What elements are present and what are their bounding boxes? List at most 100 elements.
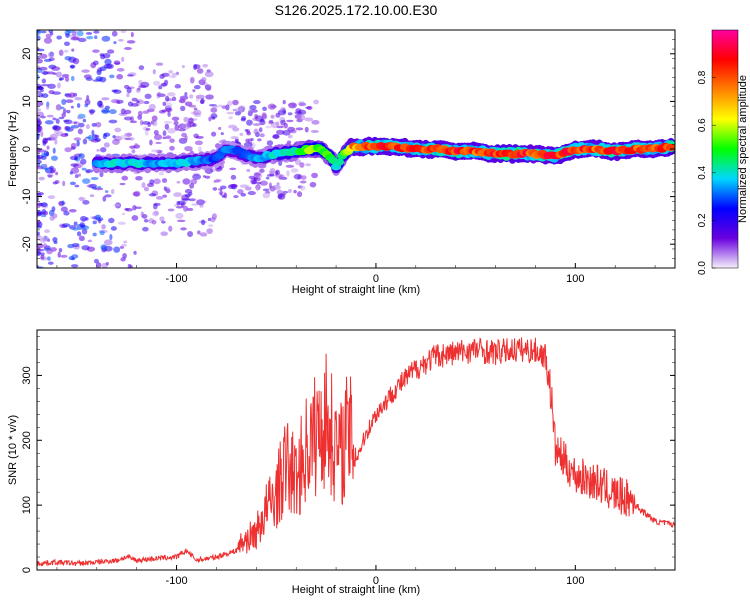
spectrogram-cell xyxy=(309,181,317,188)
spectrogram-cell xyxy=(155,141,162,145)
spectrogram-cell xyxy=(134,142,138,148)
spectrogram-cell xyxy=(99,171,104,178)
spectrogram-cell xyxy=(64,125,69,131)
spectrogram-cell xyxy=(187,231,194,237)
spectrogram-cell xyxy=(233,195,239,199)
spectrogram-cell xyxy=(37,248,45,252)
spectrogram-cell xyxy=(160,83,168,87)
spectrogram-cell xyxy=(158,85,163,90)
spectrogram-cell xyxy=(193,107,198,111)
spectrogram-cell xyxy=(78,153,85,159)
spectrogram-cell xyxy=(140,81,150,88)
y-tick-label: 100 xyxy=(21,496,33,514)
spectrogram-cell xyxy=(47,195,56,200)
spectrogram-cell xyxy=(153,178,161,185)
spectrogram-cell xyxy=(118,38,124,42)
spectrogram-cell xyxy=(52,117,57,121)
spectrogram-cell xyxy=(78,197,87,201)
spectrogram-cell xyxy=(287,134,293,139)
spectrogram-cell xyxy=(64,93,72,98)
spectrogram-x-label: Height of straight line (km) xyxy=(292,284,420,296)
spectrogram-cell xyxy=(229,167,237,171)
spectrogram-cell xyxy=(188,104,197,108)
spectrogram-cell xyxy=(143,100,150,105)
spectrogram-cell xyxy=(117,221,126,225)
spectrogram-cell xyxy=(96,148,100,152)
spectrogram-cell xyxy=(152,210,159,217)
spectrogram-cell xyxy=(143,218,149,223)
y-tick-label: -20 xyxy=(21,236,33,252)
snr-series-line xyxy=(37,337,675,567)
spectrogram-cell xyxy=(212,105,219,109)
spectrogram-cell xyxy=(240,192,247,197)
spectrogram-cell xyxy=(127,74,134,77)
spectrogram-cell xyxy=(184,145,193,152)
spectrogram-cell xyxy=(37,235,43,241)
spectrogram-cell xyxy=(113,246,121,253)
snr-y-axis: 0 100 200 300 xyxy=(21,336,675,573)
spectrogram-cell xyxy=(119,245,125,249)
spectrogram-cell xyxy=(239,132,244,136)
spectrogram-cell xyxy=(165,135,172,140)
spectrogram-cell xyxy=(58,78,63,81)
spectrogram-cell xyxy=(94,35,98,40)
spectrogram-cell xyxy=(72,227,79,231)
spectrogram-cell xyxy=(299,180,307,184)
spectrogram-cell xyxy=(37,166,44,170)
x-tick-label: 100 xyxy=(566,575,584,587)
spectrogram-cell xyxy=(129,145,136,149)
spectrogram-cell xyxy=(269,167,276,174)
spectrogram-cell xyxy=(134,206,142,209)
spectrogram-cell xyxy=(173,120,179,126)
spectrogram-cell xyxy=(158,171,165,176)
spectrogram-cell xyxy=(148,103,156,110)
spectrogram-cell xyxy=(120,243,127,247)
spectrogram-cell xyxy=(37,220,41,225)
spectrogram-cell xyxy=(99,230,105,236)
spectrogram-cell xyxy=(189,76,195,84)
spectrogram-cell xyxy=(287,189,292,193)
spectrogram-cell xyxy=(79,222,86,228)
spectrogram-cell xyxy=(299,162,305,168)
spectrogram-cell xyxy=(103,239,113,246)
spectrogram-cell xyxy=(196,68,204,74)
spectrogram-cell xyxy=(193,133,199,139)
spectrogram-y-axis: -20 -10 0 10 20 xyxy=(21,29,675,269)
y-tick-label: 0 xyxy=(21,146,33,152)
spectrogram-cell xyxy=(131,102,139,107)
x-tick-label: -100 xyxy=(166,575,188,587)
spectrogram-cell xyxy=(180,227,187,231)
spectrogram-cell xyxy=(37,111,45,118)
spectrogram-cell xyxy=(272,184,281,190)
snr-frame xyxy=(36,329,676,571)
spectrogram-cell xyxy=(60,254,68,258)
spectrogram-cell xyxy=(268,120,274,125)
spectrogram-cell xyxy=(70,142,77,150)
spectrogram-cell xyxy=(54,130,60,135)
spectrogram-cell xyxy=(168,225,173,232)
colorbar-gradient xyxy=(712,30,738,268)
spectrogram-y-label: Frequency (Hz) xyxy=(7,111,19,187)
spectrogram-cell xyxy=(155,196,164,200)
spectrogram-cell xyxy=(148,109,155,112)
spectrogram-cell xyxy=(184,92,188,97)
spectrogram-cell xyxy=(152,69,156,75)
spectrogram-cell xyxy=(275,121,280,126)
spectrogram-cell xyxy=(104,194,112,198)
spectrogram-cell xyxy=(70,75,75,82)
spectrogram-cell xyxy=(186,207,194,211)
spectrogram-cell xyxy=(298,102,307,107)
spectrogram-cell xyxy=(109,74,115,79)
spectrogram-cell xyxy=(270,114,275,119)
spectrogram-cell xyxy=(92,220,97,225)
spectrogram-cell xyxy=(92,60,99,66)
spectrogram-cell xyxy=(37,250,42,257)
y-tick-label: -10 xyxy=(21,189,33,205)
spectrogram-cell xyxy=(54,180,60,184)
spectrogram-cell xyxy=(74,174,79,179)
spectrogram-cell xyxy=(46,256,51,261)
spectrogram-cell xyxy=(297,114,306,121)
spectrogram-cell xyxy=(42,235,49,242)
spectrogram-cell xyxy=(181,123,191,130)
spectrogram-cell xyxy=(96,69,102,76)
